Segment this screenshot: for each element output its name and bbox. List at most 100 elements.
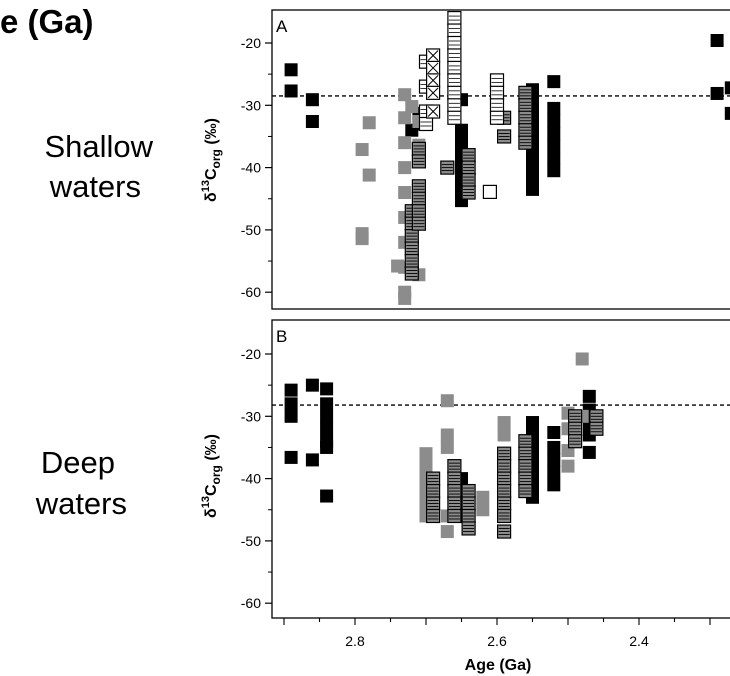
- data-point: [412, 155, 425, 168]
- data-point: [583, 446, 596, 459]
- data-point: [405, 255, 418, 268]
- panel-a-ylabel-delta: δ: [203, 192, 220, 202]
- data-point: [547, 441, 560, 454]
- data-point: [498, 130, 511, 143]
- data-point: [448, 460, 461, 473]
- data-point: [363, 169, 376, 182]
- data-point: [462, 509, 475, 522]
- data-point: [441, 428, 454, 441]
- x-axis-ticks: 2.8 2.6 2.4: [284, 618, 710, 649]
- data-point: [547, 139, 560, 152]
- panel-a-ylabel-sup: 13: [200, 180, 212, 192]
- data-point: [427, 86, 440, 99]
- panel-a-marks: [285, 12, 730, 305]
- x-axis-label: Age (Ga): [465, 657, 532, 674]
- panel-b-ylabel-org: org: [209, 465, 223, 484]
- panel-b: B -20 -30 -40 -50 -60 δ13Corg (‰): [200, 320, 730, 618]
- data-point: [320, 490, 333, 503]
- data-point: [412, 217, 425, 230]
- header-title-fragment: e (Ga): [0, 3, 94, 40]
- data-point: [576, 352, 589, 365]
- data-point: [306, 93, 319, 106]
- data-point: [583, 390, 596, 403]
- panel-b-ytick-label: -60: [241, 595, 261, 611]
- data-point: [498, 460, 511, 473]
- data-point: [398, 111, 411, 124]
- data-point: [519, 485, 532, 498]
- data-point: [427, 49, 440, 62]
- data-point: [526, 183, 539, 196]
- data-point: [363, 116, 376, 129]
- data-point: [590, 422, 603, 435]
- panel-b-ytick-label: -40: [241, 471, 261, 487]
- panel-a-ylabel-unit: (‰): [203, 118, 220, 149]
- data-point: [462, 174, 475, 187]
- panel-b-ylabel-unit: (‰): [203, 434, 220, 465]
- data-point: [462, 485, 475, 498]
- data-point: [491, 111, 504, 124]
- panel-a-y-axis-label: δ13Corg (‰): [200, 118, 223, 202]
- panel-a-ylabel-org: org: [209, 149, 223, 168]
- data-point: [498, 416, 511, 429]
- data-point: [441, 394, 454, 407]
- data-point: [448, 99, 461, 112]
- data-point: [420, 460, 433, 473]
- data-point: [448, 86, 461, 99]
- data-point: [547, 152, 560, 165]
- data-point: [412, 180, 425, 193]
- data-point: [547, 114, 560, 127]
- data-point: [491, 86, 504, 99]
- data-point: [405, 242, 418, 255]
- data-point: [306, 115, 319, 128]
- panel-a-ytick-label: -50: [241, 222, 261, 238]
- data-point: [398, 186, 411, 199]
- data-point: [412, 205, 425, 218]
- data-point: [569, 422, 582, 435]
- data-point: [462, 522, 475, 535]
- data-point: [427, 509, 440, 522]
- data-point: [356, 232, 369, 245]
- panel-b-y-axis-label: δ13Corg (‰): [200, 434, 223, 518]
- data-point: [526, 158, 539, 171]
- data-point: [491, 74, 504, 87]
- panel-a-frame: [272, 10, 730, 309]
- data-point: [519, 435, 532, 448]
- panel-a-ylabel-c: C: [203, 168, 220, 180]
- data-point: [448, 12, 461, 25]
- x-tick-label: 2.8: [345, 633, 365, 649]
- data-point: [569, 435, 582, 448]
- data-point: [547, 164, 560, 177]
- data-point: [427, 61, 440, 74]
- data-point: [448, 485, 461, 498]
- data-point: [306, 453, 319, 466]
- data-point: [562, 460, 575, 473]
- data-point: [427, 105, 440, 118]
- data-point: [285, 63, 298, 76]
- data-point: [441, 161, 454, 174]
- data-point: [398, 88, 411, 101]
- data-point: [498, 509, 511, 522]
- data-point: [547, 478, 560, 491]
- data-point: [462, 149, 475, 162]
- data-point: [491, 99, 504, 112]
- data-point: [405, 230, 418, 243]
- data-point: [448, 497, 461, 510]
- data-point: [405, 267, 418, 280]
- data-point: [498, 485, 511, 498]
- data-point: [441, 525, 454, 538]
- data-point: [519, 472, 532, 485]
- data-point: [448, 49, 461, 62]
- data-point: [448, 37, 461, 50]
- data-point: [547, 426, 560, 439]
- data-point: [498, 497, 511, 510]
- data-point: [427, 485, 440, 498]
- side-label-deep-line1: Deep: [41, 445, 115, 480]
- panel-b-ytick-label: -50: [241, 533, 261, 549]
- data-point: [448, 111, 461, 124]
- panel-b-ylabel-sup: 13: [200, 496, 212, 508]
- data-point: [398, 292, 411, 305]
- data-point: [320, 422, 333, 435]
- data-point: [412, 142, 425, 155]
- data-point: [498, 428, 511, 441]
